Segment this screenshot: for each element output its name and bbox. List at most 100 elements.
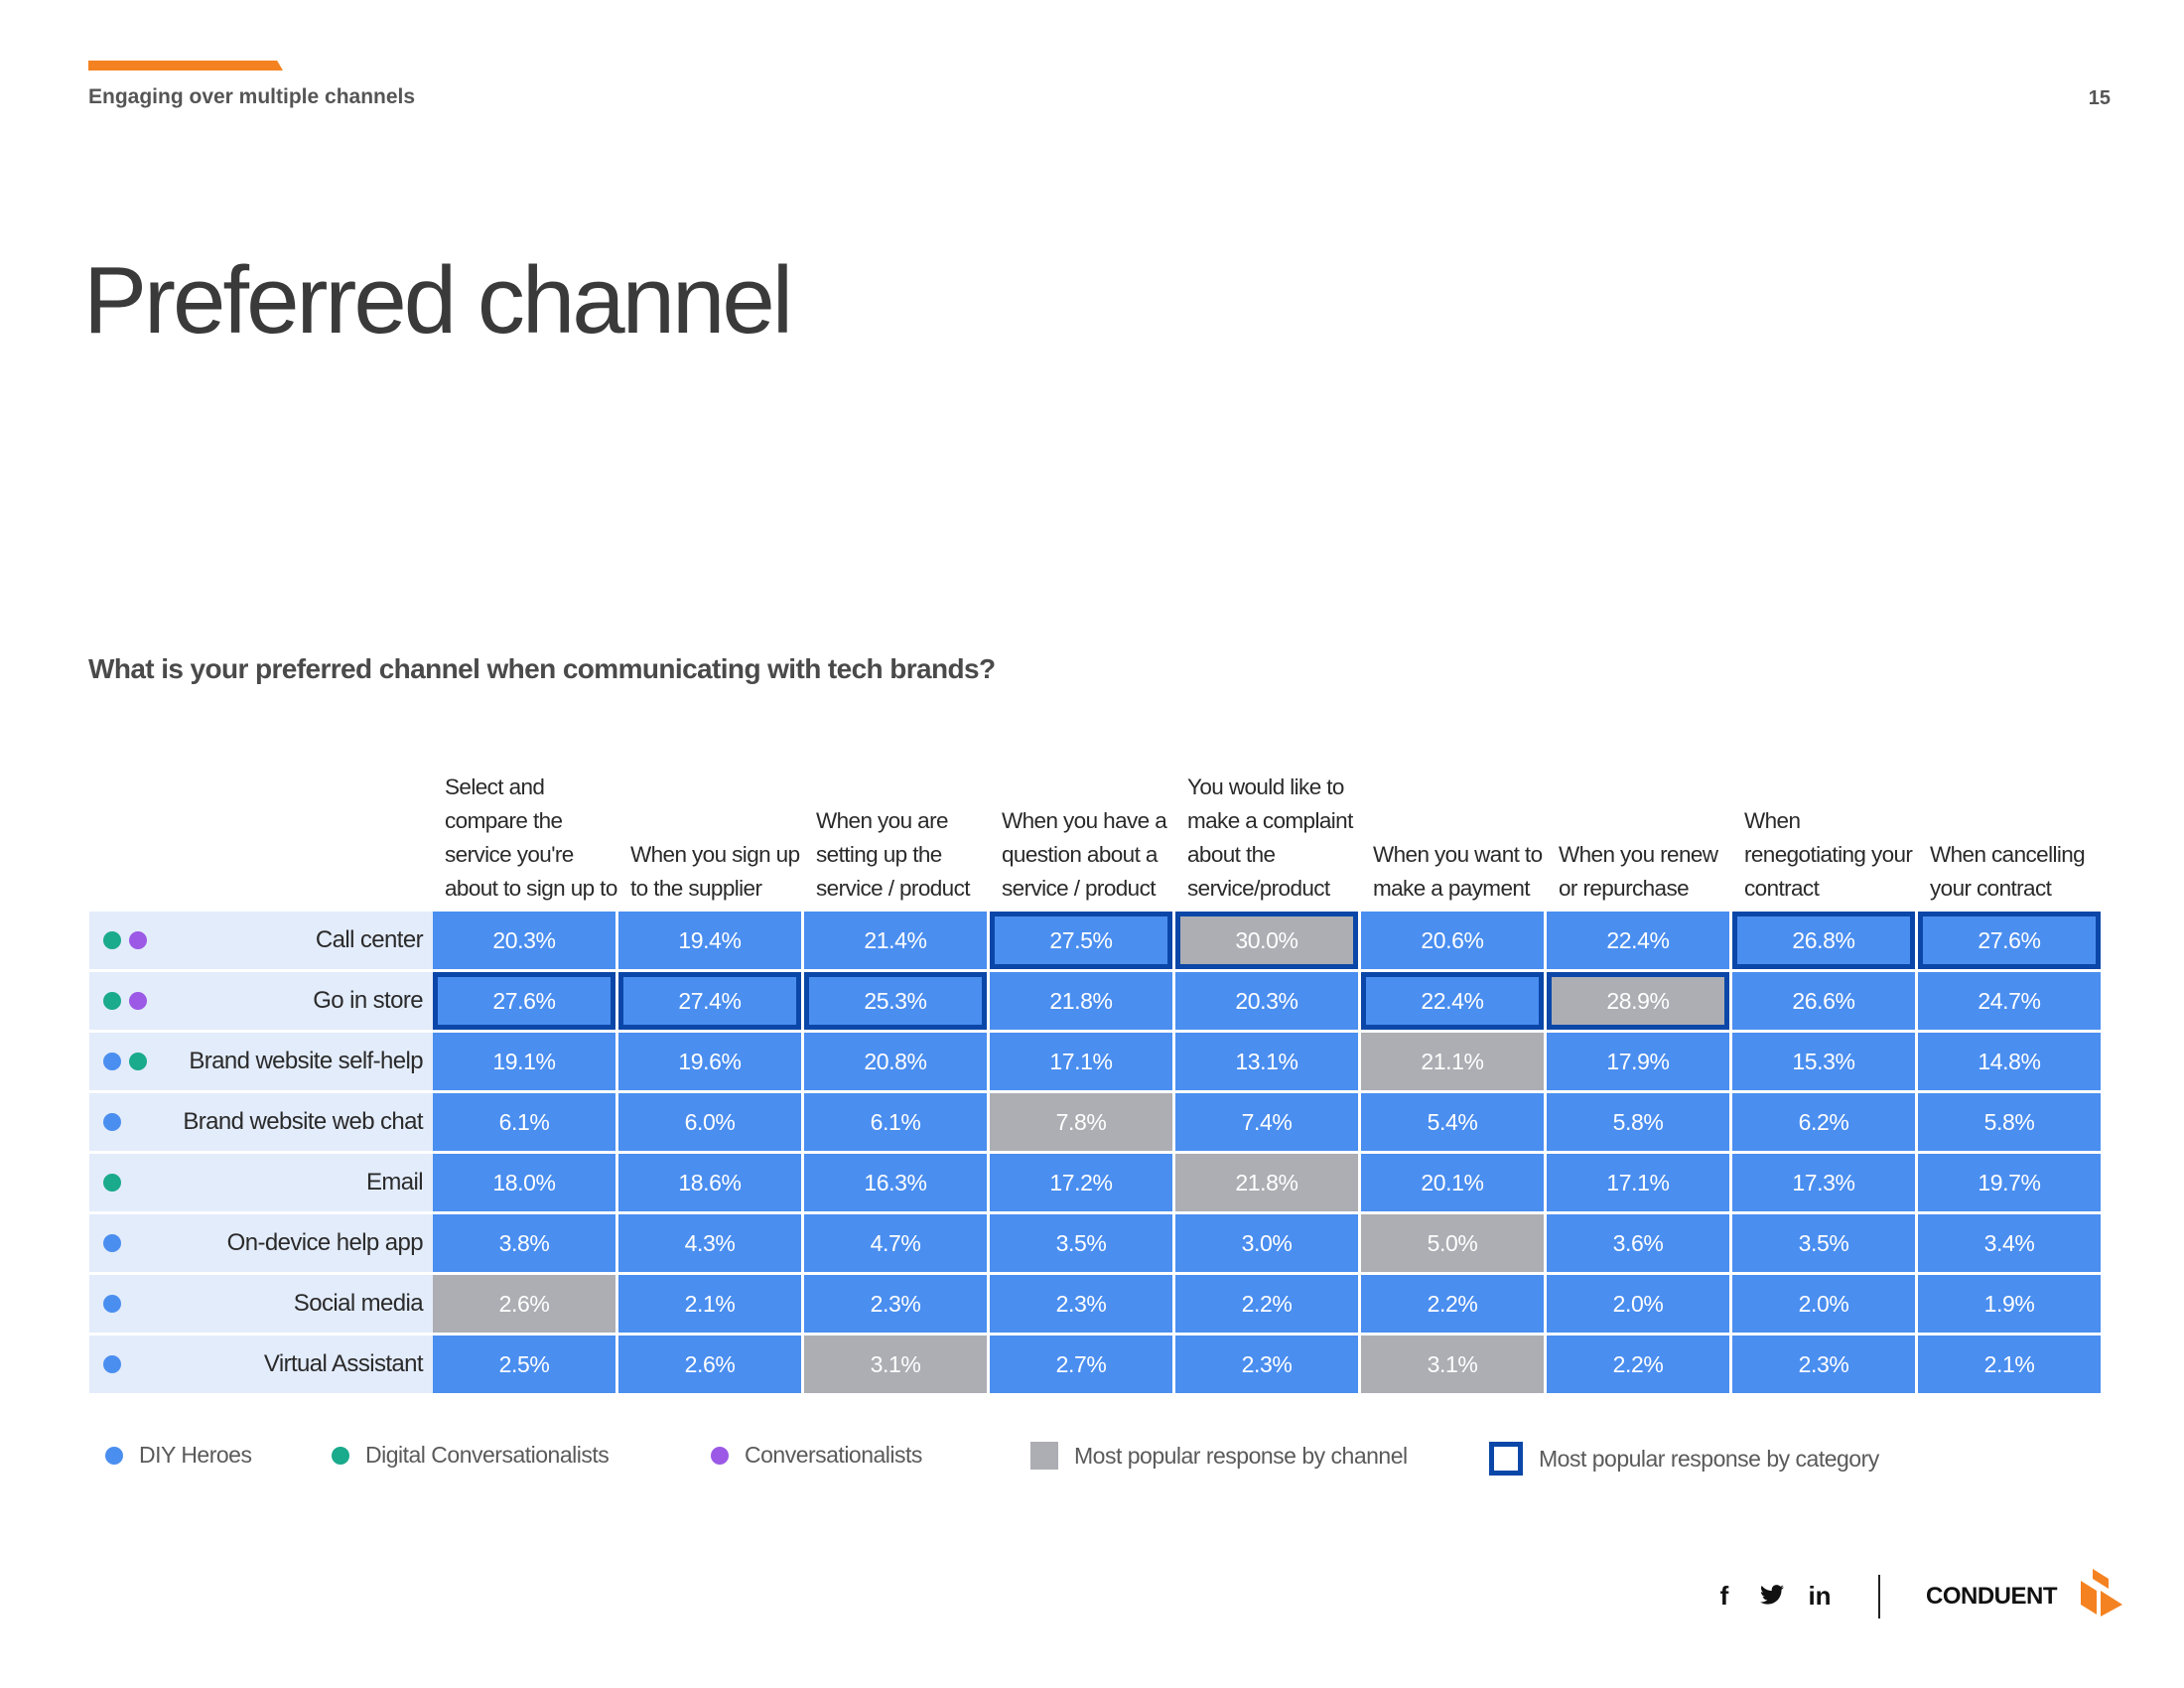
table-cell: 15.3% [1732, 1033, 1918, 1093]
conversationalists-dot-icon [129, 992, 147, 1010]
table-cell: 2.6% [618, 1336, 804, 1396]
table-cell: 30.0% [1175, 912, 1361, 972]
table-cell: 7.4% [1175, 1093, 1361, 1154]
table-cell: 3.5% [990, 1214, 1175, 1275]
table-cell: 2.1% [618, 1275, 804, 1336]
table-cell: 26.8% [1732, 912, 1918, 972]
legend: DIY Heroes Digital Conversationalists Co… [99, 1442, 1886, 1477]
table-cell: 2.3% [990, 1275, 1175, 1336]
column-header: When you sign up to the supplier [630, 842, 800, 901]
table-cell: 17.9% [1547, 1033, 1732, 1093]
row-label: Brand website self-help [89, 1033, 433, 1093]
digital-conversationalists-dot-icon [103, 992, 121, 1010]
table-cell: 5.8% [1918, 1093, 2104, 1154]
twitter-icon[interactable] [1759, 1581, 1785, 1612]
row-label-text: Social media [293, 1290, 424, 1317]
legend-conversationalists: Conversationalists [711, 1442, 922, 1469]
column-header: When you renew or repurchase [1559, 842, 1718, 901]
row-label-text: Call center [315, 926, 424, 953]
accent-bar [88, 61, 283, 70]
table-cell: 3.5% [1732, 1214, 1918, 1275]
table-cell: 17.1% [990, 1033, 1175, 1093]
segment-dots [103, 1295, 121, 1313]
table-cell: 2.3% [1732, 1336, 1918, 1396]
table-cell: 22.4% [1547, 912, 1732, 972]
table-cell: 21.4% [804, 912, 990, 972]
table-cell: 20.8% [804, 1033, 990, 1093]
table-cell: 19.7% [1918, 1154, 2104, 1214]
segment-dots [103, 1113, 121, 1131]
table-cell: 21.1% [1361, 1033, 1547, 1093]
table-corner [89, 735, 433, 912]
legend-by-category: Most popular response by category [1489, 1442, 1879, 1476]
table-cell: 2.2% [1361, 1275, 1547, 1336]
table-cell: 13.1% [1175, 1033, 1361, 1093]
table-cell: 5.4% [1361, 1093, 1547, 1154]
diy-heroes-dot-icon [103, 1113, 121, 1131]
table-cell: 6.0% [618, 1093, 804, 1154]
table-cell: 3.0% [1175, 1214, 1361, 1275]
diy-heroes-dot-icon [103, 1355, 121, 1373]
column-header: You would like to make a complaint about… [1187, 774, 1353, 901]
table-cell: 27.4% [618, 972, 804, 1033]
legend-label: Digital Conversationalists [365, 1442, 610, 1468]
table-cell: 2.2% [1175, 1275, 1361, 1336]
digital-conversationalists-dot-icon [103, 1174, 121, 1192]
row-label: Email [89, 1154, 433, 1214]
table-cell: 4.3% [618, 1214, 804, 1275]
row-label-text: On-device help app [226, 1229, 424, 1256]
segment-dots [103, 992, 147, 1010]
row-label: Go in store [89, 972, 433, 1033]
table-cell: 17.2% [990, 1154, 1175, 1214]
table-cell: 27.6% [433, 972, 618, 1033]
table-cell: 6.2% [1732, 1093, 1918, 1154]
table-cell: 24.7% [1918, 972, 2104, 1033]
linkedin-icon[interactable]: in [1808, 1581, 1832, 1611]
row-label-text: Go in store [313, 987, 423, 1014]
diy-heroes-dot-icon [103, 1295, 121, 1313]
legend-by-channel: Most popular response by channel [1030, 1442, 1408, 1470]
table-cell: 3.1% [804, 1336, 990, 1396]
row-label: Brand website web chat [89, 1093, 433, 1154]
row-label: Virtual Assistant [89, 1336, 433, 1396]
table-cell: 4.7% [804, 1214, 990, 1275]
legend-label: DIY Heroes [139, 1442, 252, 1468]
legend-diy-heroes: DIY Heroes [105, 1442, 252, 1469]
footer: f in CONDUENT [1711, 1569, 2124, 1623]
facebook-icon[interactable]: f [1719, 1581, 1729, 1611]
table-cell: 7.8% [990, 1093, 1175, 1154]
table-cell: 16.3% [804, 1154, 990, 1214]
table-cell: 28.9% [1547, 972, 1732, 1033]
table-cell: 19.4% [618, 912, 804, 972]
legend-digital-conversationalists: Digital Conversationalists [332, 1442, 610, 1469]
row-label: Social media [89, 1275, 433, 1336]
column-header: When renegotiating your contract [1744, 808, 1913, 901]
legend-label: Conversationalists [745, 1442, 922, 1468]
table-cell: 25.3% [804, 972, 990, 1033]
table-cell: 22.4% [1361, 972, 1547, 1033]
table-cell: 6.1% [433, 1093, 618, 1154]
table-cell: 3.1% [1361, 1336, 1547, 1396]
row-label: On-device help app [89, 1214, 433, 1275]
row-label-text: Email [365, 1169, 424, 1196]
purple-dot-icon [711, 1446, 729, 1465]
table-cell: 14.8% [1918, 1033, 2104, 1093]
table-cell: 21.8% [1175, 1154, 1361, 1214]
brand-name: CONDUENT [1926, 1582, 2058, 1610]
section-label: Engaging over multiple channels [88, 85, 416, 108]
table-cell: 2.6% [433, 1275, 618, 1336]
table-cell: 3.8% [433, 1214, 618, 1275]
row-label-text: Virtual Assistant [263, 1350, 424, 1377]
segment-dots [103, 1234, 121, 1252]
table-cell: 20.3% [433, 912, 618, 972]
segment-dots [103, 1355, 121, 1373]
table-cell: 17.1% [1547, 1154, 1732, 1214]
row-label-text: Brand website self-help [189, 1048, 423, 1074]
table-cell: 5.0% [1361, 1214, 1547, 1275]
table-cell: 26.6% [1732, 972, 1918, 1033]
column-header: When you want to make a payment [1373, 842, 1543, 901]
table-cell: 2.7% [990, 1336, 1175, 1396]
table-cell: 6.1% [804, 1093, 990, 1154]
table-cell: 27.6% [1918, 912, 2104, 972]
outline-swatch-icon [1489, 1442, 1523, 1476]
